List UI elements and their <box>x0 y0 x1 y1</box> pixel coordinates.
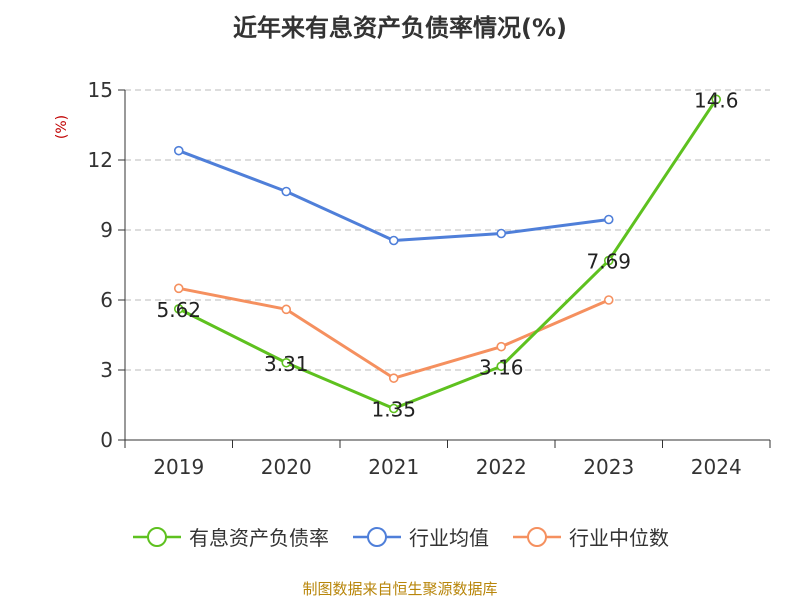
data-point <box>603 255 614 266</box>
x-tick-label: 2022 <box>476 455 527 479</box>
y-tick-label: 12 <box>88 148 113 172</box>
data-point <box>496 228 507 239</box>
data-point <box>388 235 399 246</box>
legend-marker <box>513 526 561 547</box>
x-tick-label: 2021 <box>368 455 419 479</box>
y-tick-label: 0 <box>100 428 113 452</box>
data-point <box>281 357 292 368</box>
y-tick-label: 6 <box>100 288 113 312</box>
y-tick-label: 9 <box>100 218 113 242</box>
data-source-note: 制图数据来自恒生聚源数据库 <box>302 580 498 598</box>
y-tick-label: 3 <box>100 358 113 382</box>
data-point <box>173 304 184 314</box>
chart-title: 近年来有息资产负债率情况(%) <box>233 14 567 42</box>
data-point <box>281 186 292 197</box>
data-point <box>173 145 184 156</box>
data-point <box>603 214 614 225</box>
legend-marker <box>133 526 181 547</box>
data-label: 5.62 <box>156 298 201 322</box>
data-label: 1.35 <box>371 398 416 422</box>
x-tick-label: 2020 <box>261 455 312 479</box>
data-point <box>603 295 614 305</box>
data-point <box>496 341 507 352</box>
x-tick-label: 2023 <box>583 455 634 479</box>
data-point <box>711 94 722 105</box>
legend-item-3: 行业中位数 <box>511 522 669 551</box>
series-line-1 <box>178 98 718 410</box>
legend-label: 有息资产负债率 <box>189 526 329 550</box>
legend-item-2: 行业均值 <box>351 522 489 551</box>
series-line-2 <box>178 149 609 242</box>
data-label: 14.6 <box>694 88 739 112</box>
legend-label: 行业中位数 <box>569 526 669 550</box>
series-line-3 <box>178 286 610 380</box>
x-tick-label: 2024 <box>691 455 742 479</box>
legend-label: 行业均值 <box>409 526 489 550</box>
data-label: 3.31 <box>264 352 309 376</box>
data-point <box>281 304 292 315</box>
x-tick-label: 2019 <box>153 455 204 479</box>
data-point <box>388 373 399 383</box>
data-label: 7.69 <box>586 250 631 274</box>
data-point <box>496 361 507 372</box>
legend-item-1: 有息资产负债率 <box>131 522 329 551</box>
y-tick-label: 15 <box>88 78 113 102</box>
data-point <box>388 403 399 414</box>
legend-marker <box>353 526 401 547</box>
data-label: 3.16 <box>479 355 524 379</box>
legend: 有息资产负债率 行业均值 行业中位数 <box>0 522 800 551</box>
data-point <box>173 283 184 294</box>
